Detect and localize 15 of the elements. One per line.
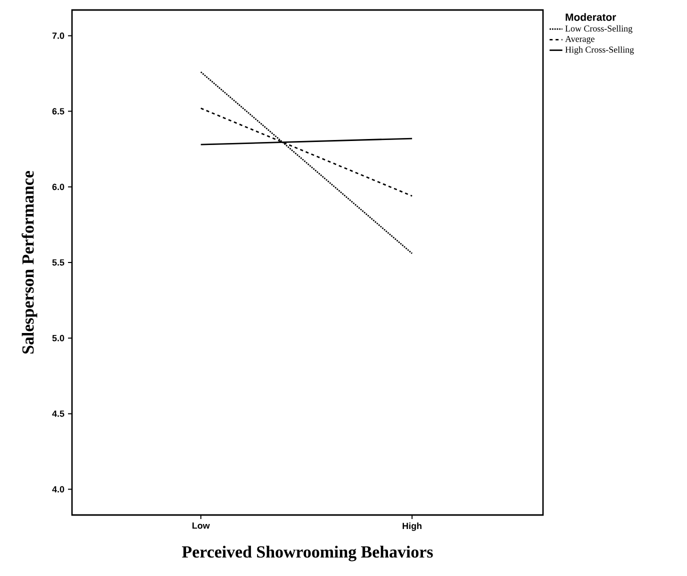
x-tick-label: Low <box>192 522 210 529</box>
x-tick-label: High <box>402 522 422 531</box>
x-axis-title: Perceived Showrooming Behaviors <box>182 546 433 562</box>
legend-label: Average <box>565 36 594 44</box>
y-tick-label: 5.5 <box>52 259 64 266</box>
y-tick-label: 6.5 <box>52 108 64 114</box>
y-tick-label: 7.0 <box>52 32 64 39</box>
legend-label: Low Cross-Selling <box>565 25 632 34</box>
y-tick-label: 6.0 <box>52 184 64 190</box>
legend-label: High Cross-Selling <box>565 46 634 55</box>
y-axis-title: Salesperson Performance <box>22 170 38 354</box>
y-tick-label: 5.0 <box>52 334 64 342</box>
y-tick-label: 4.5 <box>52 410 64 417</box>
legend-title: Moderator <box>566 13 616 21</box>
y-tick-label: 4.0 <box>52 486 64 492</box>
